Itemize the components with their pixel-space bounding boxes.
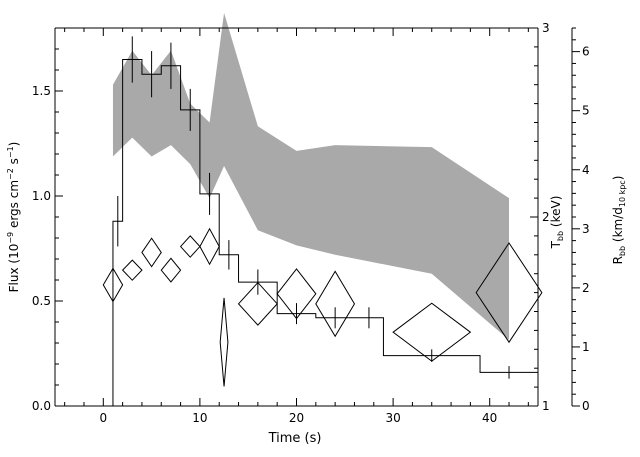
y-radius-tick-label: 2 bbox=[582, 281, 590, 295]
x-tick-label: 0 bbox=[99, 411, 107, 425]
radius-diamond-10 bbox=[392, 302, 472, 362]
x-tick-label: 30 bbox=[385, 411, 400, 425]
y-temperature-tick-label: 1 bbox=[542, 399, 550, 413]
radius-diamond-3 bbox=[160, 257, 182, 283]
y-temperature-axis-label: Tbb (keV) bbox=[549, 196, 565, 250]
y-radius-tick-label: 3 bbox=[582, 222, 590, 236]
flux-histogram-layer bbox=[112, 36, 538, 406]
y-left-axis-label: Flux (10−9 ergs cm−2 s−1) bbox=[6, 142, 21, 293]
y-temperature-tick-label: 2 bbox=[542, 210, 550, 224]
radius-diamond-0 bbox=[102, 267, 124, 303]
y-radius-tick-label: 5 bbox=[582, 104, 590, 118]
radius-diamond-9 bbox=[315, 270, 356, 338]
temperature-band-layer bbox=[112, 12, 510, 340]
radius-diamond-2 bbox=[141, 237, 162, 268]
x-tick-label: 10 bbox=[192, 411, 207, 425]
y-radius-axis-label: Rbb (km/d10 kpc) bbox=[611, 176, 627, 265]
y-left-tick-label: 1.0 bbox=[32, 189, 51, 203]
radius-diamond-11 bbox=[475, 242, 543, 344]
y-radius-tick-label: 0 bbox=[582, 399, 590, 413]
flux-histogram bbox=[112, 59, 538, 406]
temperature-band bbox=[112, 12, 510, 340]
y-radius-tick-label: 6 bbox=[582, 45, 590, 59]
x-tick-label: 20 bbox=[289, 411, 304, 425]
y-radius-tick-label: 4 bbox=[582, 163, 590, 177]
radius-diamond-1 bbox=[121, 259, 143, 281]
y-left-tick-label: 0.5 bbox=[32, 294, 51, 308]
y-radius-tick-label: 1 bbox=[582, 340, 590, 354]
x-tick-label: 40 bbox=[482, 411, 497, 425]
radius-diamond-8 bbox=[276, 268, 317, 320]
y-left-tick-label: 0.0 bbox=[32, 399, 51, 413]
y-temperature-tick-label: 3 bbox=[542, 21, 550, 35]
x-axis-label: Time (s) bbox=[268, 431, 322, 446]
radius-diamond-5 bbox=[199, 227, 220, 266]
radius-diamond-6 bbox=[219, 297, 229, 387]
y-left-tick-label: 1.5 bbox=[32, 84, 51, 98]
labels-layer: Time (s) Flux (10−9 ergs cm−2 s−1) Tbb (k… bbox=[6, 142, 627, 446]
radius-diamond-4 bbox=[179, 235, 201, 258]
